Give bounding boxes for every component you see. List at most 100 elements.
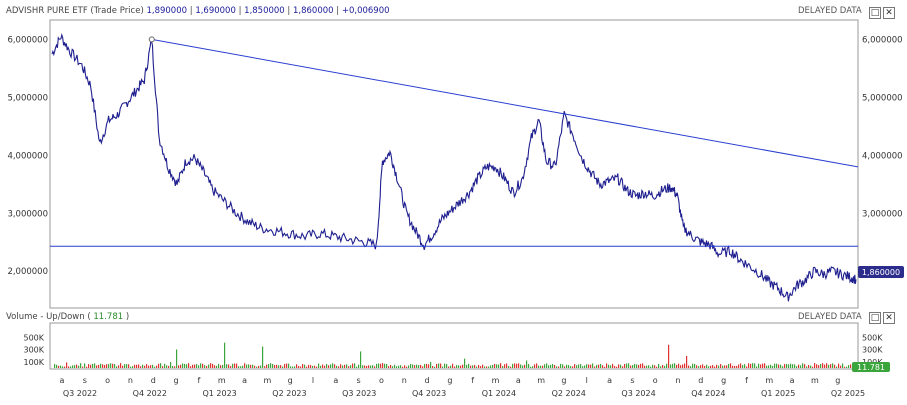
month-tick-label: a [607, 376, 612, 385]
quarter-tick-label: Q4 2024 [691, 389, 725, 398]
y-tick-label-right: 4,000000 [862, 151, 903, 161]
volume-bar [650, 366, 652, 368]
volume-bar [554, 365, 556, 368]
volume-bar [514, 363, 516, 368]
volume-bar [248, 364, 250, 368]
volume-bar [568, 365, 570, 368]
volume-bar [788, 364, 790, 368]
volume-bar [594, 366, 596, 368]
volume-bar [362, 365, 364, 368]
volume-bar [180, 364, 182, 368]
volume-bar [766, 365, 768, 368]
volume-bar [722, 365, 724, 368]
volume-bar [390, 364, 392, 368]
volume-bar [614, 366, 616, 368]
volume-bar [824, 364, 826, 368]
volume-bar [478, 364, 480, 368]
volume-bar [444, 363, 446, 368]
volume-bar [774, 363, 776, 368]
volume-bar [590, 364, 592, 368]
volume-bar [734, 365, 736, 368]
volume-bar [846, 366, 848, 368]
volume-bar [388, 366, 390, 368]
volume-bar [680, 365, 682, 368]
volume-bar [370, 365, 372, 368]
volume-bar [188, 363, 190, 368]
volume-bar [638, 364, 640, 368]
volume-bar [450, 365, 452, 368]
volume-bar [440, 363, 442, 368]
volume-bar [616, 366, 618, 368]
volume-bar [672, 363, 674, 368]
volume-bar [556, 366, 558, 368]
volume-bar [364, 365, 366, 368]
volume-bar [78, 365, 80, 368]
volume-bar [546, 363, 548, 368]
volume-bar [412, 364, 414, 368]
volume-bar [826, 363, 828, 368]
volume-bar [710, 365, 712, 368]
volume-bar [586, 364, 588, 368]
volume-bar [322, 364, 324, 368]
volume-bar [200, 363, 202, 368]
volume-bar [668, 344, 670, 368]
price-maximize-button[interactable]: □ [869, 7, 881, 19]
volume-bar [622, 366, 624, 368]
volume-bar [588, 364, 590, 368]
volume-bar [192, 364, 194, 368]
volume-bar [486, 366, 488, 368]
volume-bar [396, 366, 398, 368]
volume-bar [422, 366, 424, 368]
volume-bar [686, 355, 688, 368]
quarter-tick-label: Q3 2022 [63, 389, 97, 398]
volume-maximize-button[interactable]: □ [869, 312, 881, 324]
volume-bar [728, 363, 730, 368]
volume-bar [508, 366, 510, 368]
volume-bar [352, 363, 354, 368]
volume-bar [416, 364, 418, 368]
volume-bar [462, 364, 464, 368]
volume-bar [320, 365, 322, 368]
volume-bar [300, 366, 302, 368]
volume-bar [816, 364, 818, 368]
volume-bar [798, 364, 800, 368]
volume-bar [86, 366, 88, 368]
volume-bar [776, 363, 778, 368]
volume-bar [216, 365, 218, 368]
volume-bar [374, 366, 376, 368]
price-plot-frame [49, 19, 859, 309]
volume-bar [256, 366, 258, 368]
ohlc-change: +0,006900 [341, 6, 390, 16]
volume-bar [386, 364, 388, 368]
volume-close-button[interactable]: ✕ [883, 312, 895, 324]
volume-bar [634, 363, 636, 368]
volume-bar [740, 363, 742, 368]
volume-bar [452, 363, 454, 368]
month-tick-label: n [128, 376, 133, 385]
quarter-tick-label: Q2 2024 [552, 389, 586, 398]
volume-bar [58, 365, 60, 368]
volume-bar [258, 365, 260, 368]
volume-bar [296, 364, 298, 368]
price-pane-header: ADVISHR PURE ETF (Trade Price) 1,890000 … [6, 6, 390, 16]
volume-bar [840, 365, 842, 368]
volume-bar [492, 364, 494, 368]
volume-bar [716, 364, 718, 368]
month-tick-label: a [516, 376, 521, 385]
volume-bar [182, 363, 184, 368]
month-tick-label: a [60, 376, 65, 385]
last-price-text: 1,860000 [862, 268, 900, 277]
volume-bar [272, 363, 274, 368]
volume-bar [164, 363, 166, 368]
volume-bar [206, 365, 208, 368]
ohlc-open: 1,890000 [146, 6, 188, 16]
volume-bar [574, 364, 576, 368]
volume-bar [742, 365, 744, 368]
volume-bar [730, 363, 732, 368]
ohlc-high: 1,690000 [195, 6, 236, 16]
volume-bar [350, 365, 352, 368]
volume-bar [830, 364, 832, 368]
price-close-button[interactable]: ✕ [883, 7, 895, 19]
y-tick-label-right: 5,000000 [862, 93, 903, 103]
